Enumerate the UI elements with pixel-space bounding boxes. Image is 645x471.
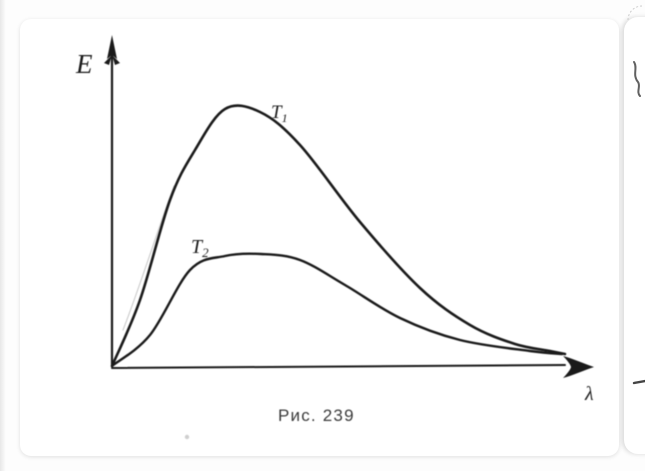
svg-text:λ: λ: [584, 383, 594, 405]
svg-text:T2: T2: [191, 236, 209, 260]
svg-text:Рис. 239: Рис. 239: [278, 406, 355, 425]
svg-text:E: E: [75, 49, 93, 79]
svg-text:T1: T1: [271, 102, 288, 125]
